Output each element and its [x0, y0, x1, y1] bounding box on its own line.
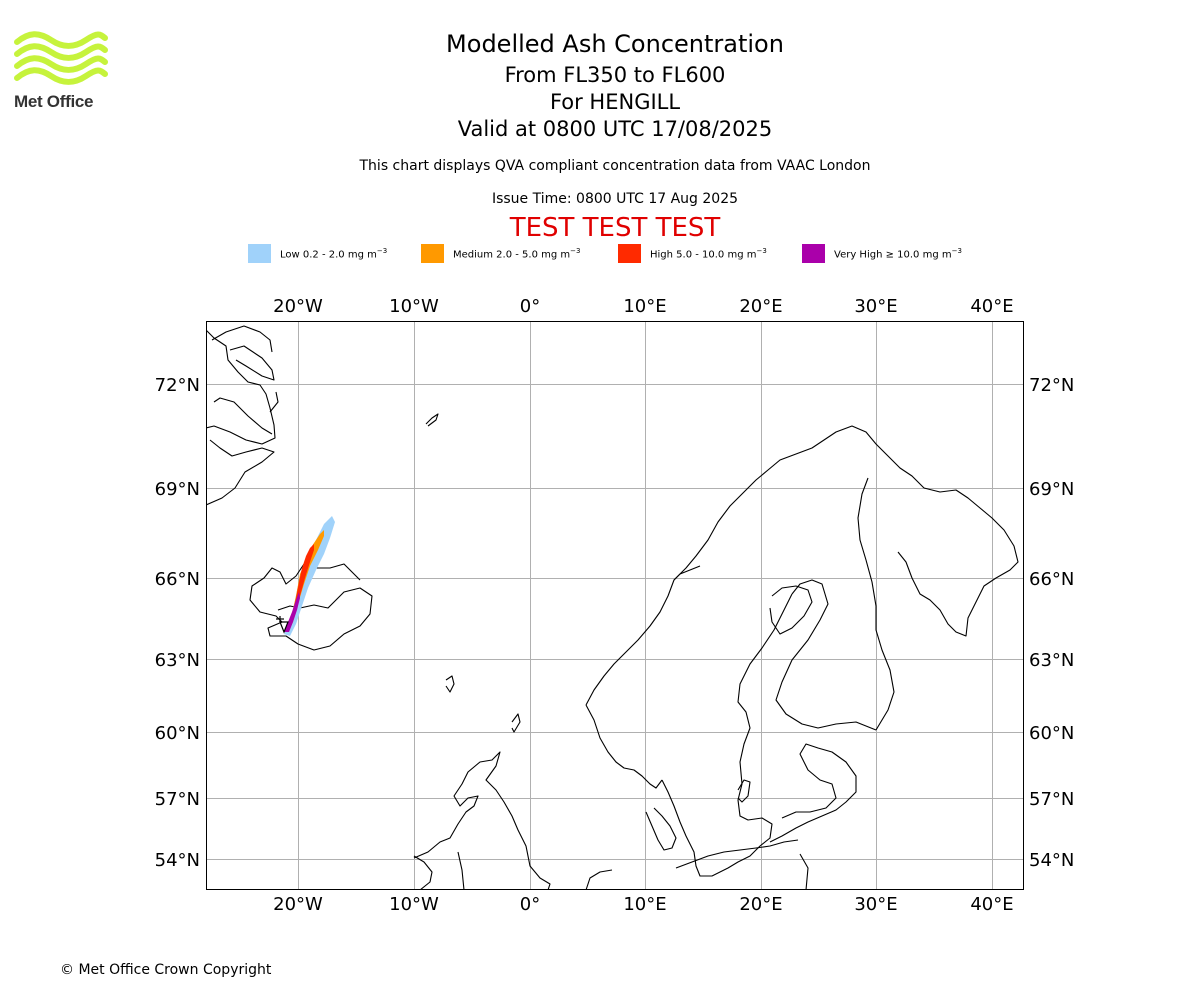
coastline-greenland-inlet-3	[211, 325, 273, 353]
coastline-shetland	[511, 713, 521, 733]
lat-label-right-69n: 69°N	[1029, 479, 1074, 500]
coastline-ireland	[413, 855, 433, 890]
lat-label-left-66n: 66°N	[155, 569, 200, 590]
legend-swatch-very-high	[802, 244, 825, 263]
issue-time: Issue Time: 0800 UTC 17 Aug 2025	[491, 191, 739, 207]
legend-label-medium: Medium 2.0 - 5.0 mg m	[453, 249, 571, 261]
coastline-greenland	[206, 329, 276, 506]
map-background	[206, 321, 1024, 890]
volcano-marker	[276, 616, 289, 634]
coastline-russia-kola	[897, 487, 1019, 637]
lat-label-left-72n: 72°N	[155, 375, 200, 396]
lon-label-top-0: 0°	[520, 296, 540, 317]
valid-time: Valid at 0800 UTC 17/08/2025	[457, 117, 773, 141]
lat-label-right-72n: 72°N	[1029, 375, 1074, 396]
lat-label-right-60n: 60°N	[1029, 723, 1074, 744]
coastline-gotland	[737, 779, 751, 803]
map-frame	[206, 321, 1024, 890]
coastline-greenland-inlet-1	[213, 397, 273, 435]
lon-label-bottom-20e: 20°E	[739, 894, 782, 915]
coastline-lake	[769, 585, 813, 635]
lon-label-bottom-0: 0°	[520, 894, 540, 915]
lon-label-top-30e: 30°E	[854, 296, 897, 317]
qva-note: This chart displays QVA compliant concen…	[359, 158, 871, 174]
lat-label-right-66n: 66°N	[1029, 569, 1074, 590]
lat-label-left-54n: 54°N	[155, 850, 200, 871]
lon-label-bottom-10e: 10°E	[623, 894, 666, 915]
lat-label-right-63n: 63°N	[1029, 650, 1074, 671]
test-banner: TEST TEST TEST	[509, 213, 721, 243]
coastline-finland	[775, 477, 895, 731]
lon-label-top-20w: 20°W	[273, 296, 323, 317]
coastline-netherlands	[585, 869, 613, 890]
coastline-england	[457, 851, 465, 890]
met-office-logo-text: Met Office	[14, 92, 94, 111]
lat-label-left-69n: 69°N	[155, 479, 200, 500]
lon-label-top-40e: 40°E	[970, 296, 1013, 317]
coastline-baltic	[769, 743, 857, 843]
coastline-sweden	[661, 593, 793, 877]
legend-label-high: High 5.0 - 10.0 mg m	[650, 249, 757, 261]
ash-plume	[284, 516, 335, 636]
lat-label-left-57n: 57°N	[155, 789, 200, 810]
coastline-faroe	[445, 675, 455, 693]
coastline-greenland-inlet-4	[269, 391, 279, 413]
lon-label-bottom-10w: 10°W	[389, 894, 439, 915]
legend-swatch-high	[618, 244, 641, 263]
coastline-jan-mayen	[425, 413, 439, 427]
legend-label-low: Low 0.2 - 2.0 mg m	[280, 249, 377, 261]
coastline-greenland-inlet-2	[229, 345, 275, 381]
coastline-norway	[585, 425, 925, 789]
lon-label-bottom-40e: 40°E	[970, 894, 1013, 915]
volcano-triangle-icon	[279, 621, 289, 634]
legend-unit-exp-very-high: −3	[951, 247, 962, 255]
coastline-denmark	[645, 807, 677, 851]
legend-unit-exp-low: −3	[376, 247, 388, 255]
coastline-lofoten	[673, 565, 701, 581]
lat-label-left-63n: 63°N	[155, 650, 200, 671]
graticule	[206, 321, 1024, 890]
lon-label-top-20e: 20°E	[739, 296, 782, 317]
met-office-logo	[14, 31, 108, 85]
lon-label-bottom-30e: 30°E	[854, 894, 897, 915]
legend-unit-exp-high: −3	[756, 247, 767, 255]
legend-swatch-low	[248, 244, 271, 263]
flight-levels: From FL350 to FL600	[504, 63, 726, 87]
lon-label-top-10e: 10°E	[623, 296, 666, 317]
lat-label-right-57n: 57°N	[1029, 789, 1074, 810]
legend-unit-exp-medium: −3	[570, 247, 581, 255]
coastline-germany-poland	[675, 839, 809, 890]
lon-label-top-10w: 10°W	[389, 296, 439, 317]
coastline-scotland	[413, 751, 551, 890]
copyright-notice: © Met Office Crown Copyright	[60, 962, 272, 978]
chart-title: Modelled Ash Concentration	[446, 30, 784, 58]
legend-swatch-medium	[421, 244, 444, 263]
lat-label-right-54n: 54°N	[1029, 850, 1074, 871]
lon-label-bottom-20w: 20°W	[273, 894, 323, 915]
lat-label-left-60n: 60°N	[155, 723, 200, 744]
coastline-iceland	[249, 563, 373, 651]
volcano-name: For HENGILL	[549, 90, 681, 114]
legend-label-very-high: Very High ≥ 10.0 mg m	[834, 249, 952, 261]
